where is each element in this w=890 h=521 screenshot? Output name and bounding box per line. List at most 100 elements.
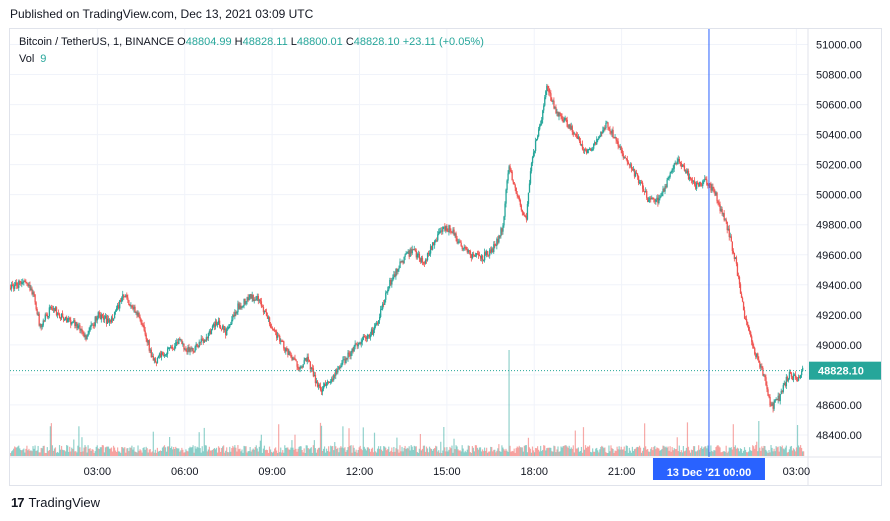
candle-body <box>26 282 28 284</box>
volume-bar <box>295 448 297 456</box>
candle-body <box>276 331 278 338</box>
candle-body <box>738 276 741 285</box>
volume-bar <box>270 451 273 456</box>
volume-bar <box>617 449 619 456</box>
candle-body <box>181 339 183 345</box>
candle-body <box>726 221 728 231</box>
candle-body <box>381 309 383 311</box>
volume-bar <box>88 448 90 456</box>
low-value: 48800.01 <box>296 36 343 48</box>
volume-bar <box>162 446 165 456</box>
candle-body <box>279 335 281 342</box>
volume-bar <box>525 445 527 456</box>
candle-body <box>104 316 107 319</box>
candle-body <box>703 180 705 182</box>
volume-bar <box>795 447 798 456</box>
volume-bar <box>222 446 224 456</box>
candle-body <box>619 146 621 148</box>
candle-body <box>183 343 185 350</box>
volume-bar <box>792 448 795 456</box>
candle-body <box>503 216 505 226</box>
candle-body <box>99 314 102 320</box>
volume-bar <box>738 451 741 456</box>
volume-bar <box>732 424 734 456</box>
volume-bar <box>650 448 652 456</box>
candle-body <box>18 280 20 288</box>
volume-bar <box>263 445 266 456</box>
volume-bar <box>714 450 716 456</box>
candle-body <box>58 314 61 318</box>
candle-body <box>396 269 398 272</box>
candle-body <box>303 360 305 365</box>
volume-bar <box>529 448 532 456</box>
volume-bar <box>377 446 380 456</box>
volume-bar <box>248 451 250 456</box>
candle-body <box>410 249 412 254</box>
volume-bar <box>740 448 743 456</box>
candle-body <box>360 341 362 344</box>
volume-bar <box>340 446 342 456</box>
candle-body <box>698 182 700 187</box>
volume-bar <box>393 446 395 456</box>
candle-body <box>194 346 196 352</box>
candle-body <box>530 163 533 172</box>
volume-bar <box>445 451 447 456</box>
candle-body <box>242 305 244 307</box>
candle-body <box>377 320 380 324</box>
volume-bar <box>16 447 18 456</box>
volume-bar <box>124 447 126 456</box>
candle-body <box>391 280 393 285</box>
candle-body <box>501 228 503 232</box>
low-label: L <box>290 36 297 48</box>
candle-body <box>479 255 482 259</box>
volume-bar <box>313 440 315 456</box>
candle-body <box>430 246 433 250</box>
volume-bar <box>550 447 552 456</box>
volume-bar <box>197 447 199 456</box>
candle-body <box>364 336 367 338</box>
candle-body <box>653 198 655 200</box>
candle-body <box>309 361 311 370</box>
candle-body <box>112 318 115 321</box>
volume-bar <box>64 450 66 456</box>
volume-bar <box>135 451 137 456</box>
candle-body <box>42 320 44 326</box>
candle-body <box>139 316 141 320</box>
candle-body <box>512 180 514 183</box>
volume-bar <box>70 451 72 456</box>
volume-bar <box>511 450 513 456</box>
volume-bar <box>157 451 160 456</box>
volume-bar <box>788 449 790 456</box>
volume-bar <box>310 447 312 456</box>
candle-body <box>572 131 574 135</box>
volume-bar <box>593 451 595 456</box>
candle-body <box>529 171 532 184</box>
volume-bar <box>712 451 714 456</box>
tradingview-logo[interactable]: 17 TradingView <box>11 495 100 510</box>
volume-bar <box>341 447 343 456</box>
candle-body <box>261 306 264 308</box>
volume-bar <box>375 452 378 456</box>
candle-body <box>687 170 690 179</box>
volume-bar <box>584 445 587 456</box>
volume-bar <box>677 451 679 456</box>
volume-bar <box>785 445 787 456</box>
volume-bar <box>787 451 789 456</box>
volume-bar <box>386 450 388 456</box>
candle-body <box>394 274 396 277</box>
candle-body <box>736 263 739 276</box>
candle-body <box>644 191 646 193</box>
candle-body <box>474 255 477 257</box>
candle-body <box>461 246 463 249</box>
volume-bar <box>509 445 511 456</box>
volume-bar <box>545 450 547 456</box>
volume-bar <box>107 446 110 456</box>
volume-bar <box>14 446 16 456</box>
volume-bar <box>236 451 238 456</box>
candle-body <box>200 338 202 343</box>
volume-bar <box>134 451 136 456</box>
volume-bar <box>230 451 232 456</box>
candle-body <box>727 228 729 231</box>
volume-bar <box>451 445 453 456</box>
